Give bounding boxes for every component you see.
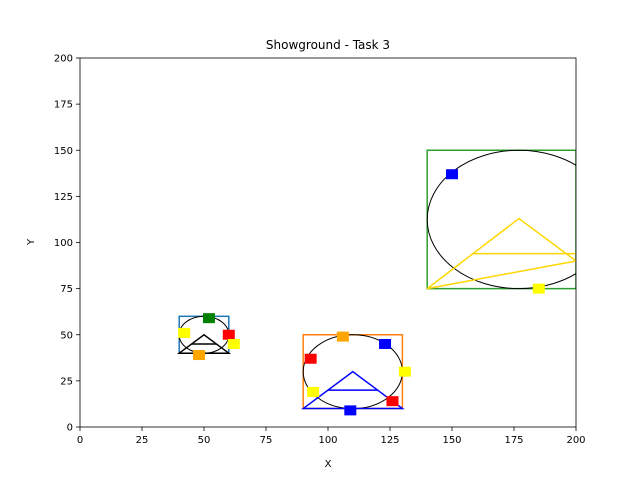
- x-tick-label-0: 0: [77, 435, 83, 446]
- x-tick-label-3: 75: [260, 435, 273, 446]
- x-tick-label-5: 125: [380, 435, 399, 446]
- x-tick-label-4: 100: [318, 435, 337, 446]
- marker-7: [336, 331, 349, 342]
- y-tick-label-4: 100: [54, 238, 73, 249]
- y-tick-label-7: 175: [54, 100, 73, 111]
- marker-0: [446, 169, 458, 180]
- x-tick-label-2: 50: [198, 435, 211, 446]
- marker-13: [344, 405, 357, 416]
- marker-11: [307, 386, 320, 397]
- y-tick-label-2: 50: [60, 330, 73, 341]
- x-axis-label: X: [325, 459, 332, 470]
- x-axis: 0 25 50 75 100 125 150 175 200: [77, 427, 586, 446]
- ellipse-large: [426, 149, 576, 290]
- y-axis: 0 25 50 75 100 125 150 175 200: [54, 54, 80, 434]
- marker-10: [398, 366, 411, 377]
- x-tick-label-6: 150: [442, 435, 461, 446]
- marker-9: [304, 353, 317, 364]
- marker-4: [222, 329, 235, 340]
- marker-1: [532, 283, 545, 294]
- marker-5: [227, 338, 240, 349]
- y-tick-label-5: 125: [54, 192, 73, 203]
- plot-area: [176, 149, 576, 416]
- y-tick-label-6: 150: [54, 146, 73, 157]
- x-tick-label-7: 175: [504, 435, 523, 446]
- x-tick-label-1: 25: [136, 435, 149, 446]
- y-axis-label: Y: [26, 238, 37, 246]
- plot-frame: [79, 57, 577, 428]
- marker-2: [202, 313, 215, 324]
- y-tick-label-1: 25: [60, 376, 73, 387]
- marker-6: [193, 350, 206, 361]
- y-tick-label-8: 200: [54, 54, 73, 65]
- marker-12: [386, 396, 399, 407]
- y-tick-label-3: 75: [60, 284, 73, 295]
- x-tick-label-8: 200: [566, 435, 585, 446]
- marker-8: [379, 338, 392, 349]
- marker-3: [178, 327, 191, 338]
- y-tick-label-0: 0: [67, 423, 73, 434]
- chart-title: Showground - Task 3: [266, 38, 390, 52]
